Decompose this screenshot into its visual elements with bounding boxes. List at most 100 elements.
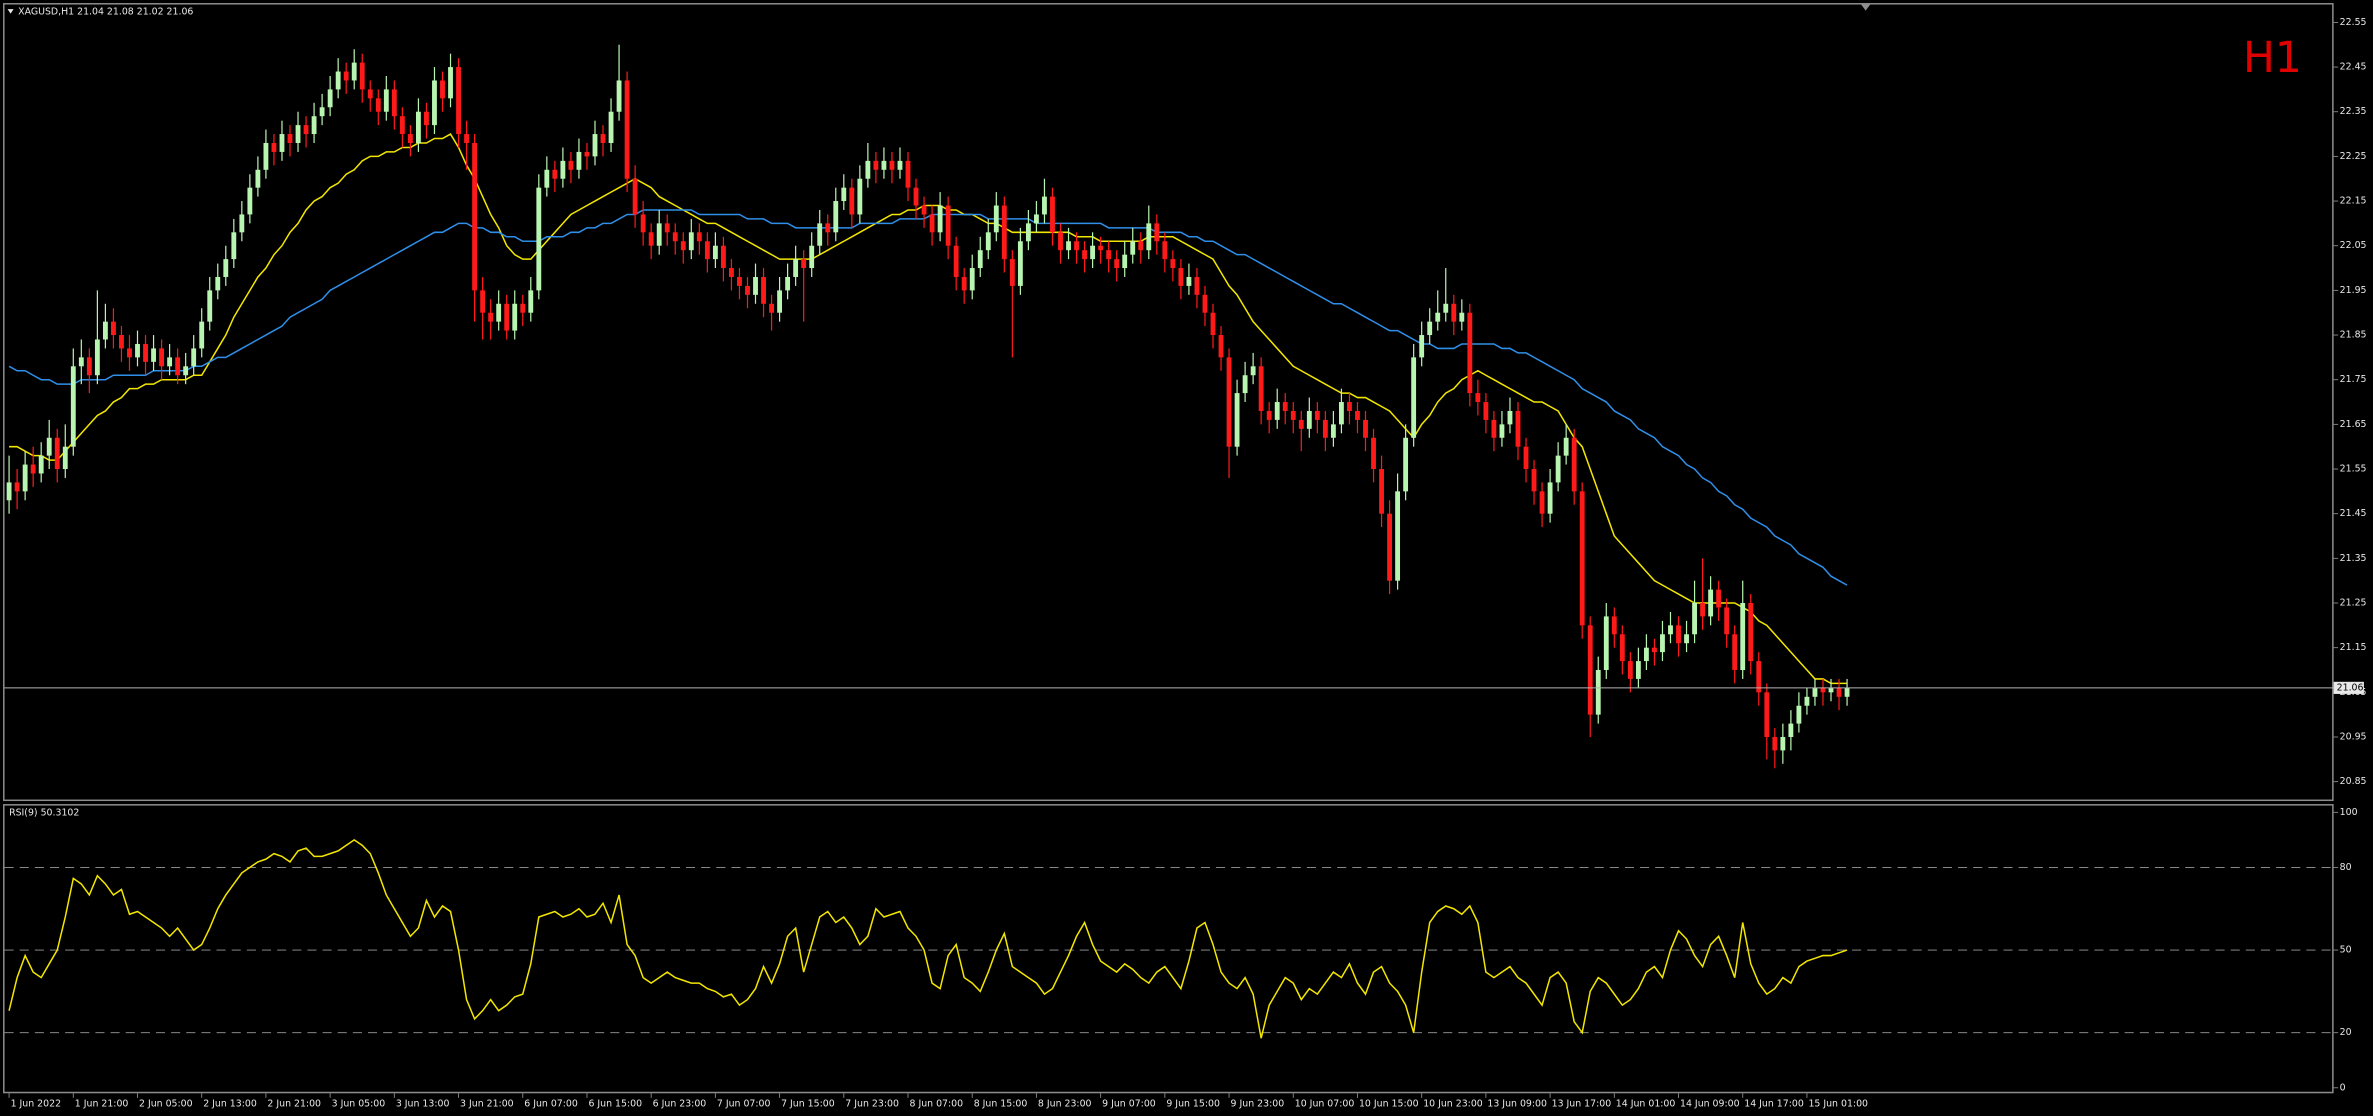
y-tick-label: 21.55 [2340, 464, 2367, 475]
x-tick-label: 7 Jun 07:00 [717, 1098, 771, 1109]
candle-body [841, 187, 847, 202]
candle-body [1266, 410, 1272, 420]
candle-body [777, 290, 783, 313]
candle-body [528, 290, 534, 313]
candle-body [1844, 687, 1850, 697]
candle-body [688, 232, 694, 251]
candle-body [753, 276, 758, 295]
candle-body [1322, 419, 1328, 438]
candle-body [440, 80, 445, 99]
candle-body [127, 348, 132, 358]
x-tick-label: 15 Jun 01:00 [1808, 1098, 1868, 1109]
current-price-label: 21.06 [2337, 682, 2364, 693]
candle-body [1459, 312, 1465, 322]
y-tick-label: 22.25 [2340, 151, 2367, 162]
candle-body [335, 71, 341, 90]
x-tick-label: 7 Jun 23:00 [845, 1098, 899, 1109]
candle-body [937, 205, 943, 233]
candle-body [1836, 687, 1842, 697]
candle-body [391, 89, 397, 117]
candle-body [191, 348, 197, 367]
moving-average [9, 133, 1848, 685]
candle-body [584, 151, 590, 157]
candle-body [945, 205, 951, 246]
candle-body [1643, 647, 1649, 662]
candle-body [1483, 402, 1489, 420]
x-tick-label: 6 Jun 07:00 [524, 1098, 578, 1109]
candle-body [480, 290, 486, 313]
candle-body [969, 268, 975, 291]
candle-body [6, 482, 12, 501]
candle-body [303, 125, 309, 135]
candle-body [1114, 259, 1120, 269]
candle-body [1242, 375, 1248, 394]
y-tick-label: 22.55 [2340, 17, 2367, 28]
candle-body [167, 357, 173, 367]
x-tick-label: 3 Jun 05:00 [332, 1098, 386, 1109]
y-tick-label: 22.15 [2340, 196, 2367, 207]
candle-body [1435, 312, 1441, 322]
candle-body [1555, 455, 1561, 483]
candle-body [1660, 634, 1665, 653]
timeframe-label: H1 [2243, 33, 2302, 82]
x-tick-label: 1 Jun 2022 [11, 1098, 61, 1109]
y-tick-label: 21.85 [2340, 330, 2367, 341]
candle-body [1363, 419, 1368, 438]
x-tick-label: 9 Jun 23:00 [1231, 1098, 1285, 1109]
candle-body [1716, 589, 1722, 608]
candle-body [1676, 625, 1681, 644]
candle-body [833, 201, 839, 233]
candle-body [1226, 357, 1232, 447]
candle-body [464, 134, 469, 143]
candle-body [1812, 687, 1818, 697]
y-tick-label: 21.65 [2340, 419, 2367, 430]
candle-body [1467, 312, 1473, 394]
candle-body [1194, 276, 1200, 295]
candle-body [1764, 692, 1770, 737]
candle-body [1034, 214, 1039, 224]
candle-body [1652, 647, 1657, 653]
candle-body [111, 321, 116, 336]
candle-body [1025, 223, 1031, 242]
candle-body [448, 67, 453, 99]
candle-body [383, 89, 389, 112]
candle-body [640, 214, 646, 233]
candle-body [1627, 661, 1633, 679]
candle-body [1539, 491, 1545, 514]
candle-body [921, 205, 927, 215]
candle-body [745, 285, 750, 295]
symbol-menu-icon[interactable] [7, 9, 14, 14]
candle-body [159, 348, 165, 367]
candle-body [568, 160, 574, 170]
candle-body [183, 366, 189, 376]
candle-body [1611, 616, 1617, 635]
y-tick-label: 21.45 [2340, 508, 2367, 519]
candle-body [175, 357, 181, 376]
candle-body [271, 142, 277, 152]
candle-body [199, 321, 205, 349]
candle-body [327, 89, 333, 108]
candle-body [1635, 661, 1641, 679]
candle-body [1258, 366, 1264, 411]
candle-body [46, 437, 52, 456]
candle-body [1058, 232, 1063, 251]
candle-body [1571, 437, 1577, 492]
y-tick-label: 22.35 [2340, 106, 2367, 117]
rsi-panel [3, 804, 2334, 1094]
candle-body [151, 348, 156, 362]
candle-body [432, 80, 437, 126]
candle-body [785, 276, 791, 291]
candle-body [1796, 705, 1802, 724]
candle-body [865, 160, 871, 179]
candle-body [1050, 196, 1055, 233]
candle-body [809, 245, 815, 269]
y-tick-label: 21.25 [2340, 598, 2367, 609]
candle-body [1371, 437, 1376, 470]
candle-body [1001, 205, 1007, 260]
candle-body [737, 276, 742, 286]
x-tick-label: 8 Jun 07:00 [910, 1098, 964, 1109]
x-tick-label: 13 Jun 09:00 [1487, 1098, 1547, 1109]
candle-body [1347, 402, 1352, 411]
candle-body [1724, 607, 1730, 635]
candle-body [801, 259, 807, 269]
